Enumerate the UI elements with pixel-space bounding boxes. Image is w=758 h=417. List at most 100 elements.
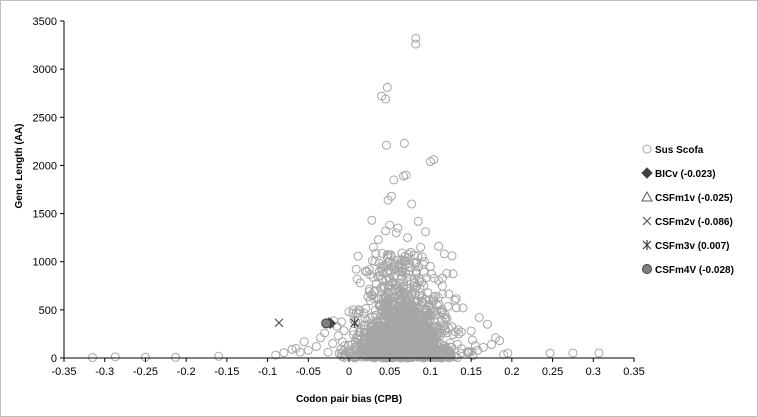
sus-point: [417, 252, 427, 262]
legend-entry-0: Sus Scofa: [655, 145, 704, 156]
sus-scofa-point: [384, 281, 394, 291]
legend-entry-1: BICv (-0.023): [655, 169, 716, 180]
sus-scofa-point: [428, 346, 438, 356]
sus-point: [425, 262, 435, 272]
sus-scofa-point: [385, 295, 395, 305]
y-tick-label: 3500: [33, 16, 57, 28]
sus-point: [381, 94, 391, 104]
sus-point: [403, 233, 413, 243]
sus-scofa-point: [364, 284, 374, 294]
sus-point: [450, 295, 460, 305]
sus-scofa-point: [417, 296, 427, 306]
sus-point: [328, 339, 338, 349]
sus-point: [401, 256, 411, 266]
sus-scofa-point: [357, 352, 367, 362]
sus-scofa-point: [333, 331, 343, 341]
y-tick-label: 500: [39, 305, 57, 317]
sus-scofa-point: [405, 346, 415, 356]
sus-scofa-point: [397, 267, 407, 277]
sus-scofa-point: [382, 340, 392, 350]
sus-scofa-point: [371, 248, 381, 258]
sus-scofa-point: [375, 351, 385, 361]
sus-scofa-point: [379, 284, 389, 294]
sus-point: [320, 328, 330, 338]
sus-scofa-point: [396, 295, 406, 305]
sus-scofa-point: [425, 347, 435, 357]
sus-point: [352, 274, 362, 284]
sus-scofa-point: [397, 255, 407, 265]
sus-scofa-point: [374, 266, 384, 276]
sus-point: [303, 345, 313, 355]
sus-scofa-point: [390, 259, 400, 269]
sus-point: [381, 226, 391, 236]
sus-scofa-point: [394, 260, 404, 270]
sus-scofa-point: [365, 312, 375, 322]
sus-scofa-point: [447, 251, 457, 261]
sus-point: [545, 348, 555, 358]
sus-scofa-point: [377, 248, 387, 258]
sus-scofa-point: [454, 329, 464, 339]
sus-point: [407, 199, 417, 209]
sus-scofa-point: [413, 251, 423, 261]
csfm4v-point: [321, 318, 332, 329]
legend-marker-1: [641, 167, 653, 179]
sus-scofa-point: [339, 326, 349, 336]
sus-scofa-point: [439, 346, 449, 356]
sus-scofa-point: [377, 332, 387, 342]
sus-scofa-point: [419, 345, 429, 355]
sus-scofa-point: [351, 317, 361, 327]
sus-scofa-point: [323, 347, 333, 357]
sus-scofa-point: [403, 249, 413, 259]
sus-point: [409, 250, 419, 260]
sus-point: [499, 350, 509, 360]
sus-point: [411, 33, 421, 43]
sus-point: [421, 227, 431, 237]
sus-scofa-point: [420, 308, 430, 318]
y-tick-label: 3000: [33, 64, 57, 76]
sus-scofa-point: [451, 294, 461, 304]
sus-point: [462, 347, 472, 357]
sus-scofa-point: [334, 348, 344, 358]
sus-scofa-point: [349, 347, 359, 357]
sus-point: [171, 352, 181, 362]
sus-scofa-point: [365, 270, 375, 280]
sus-point: [473, 345, 483, 355]
y-tick-label: 2000: [33, 160, 57, 172]
sus-point: [214, 351, 224, 361]
sus-scofa-point: [437, 281, 447, 291]
sus-scofa-point: [453, 325, 463, 335]
sus-scofa-point: [429, 292, 439, 302]
sus-scofa-point: [428, 321, 438, 331]
sus-point: [470, 340, 480, 350]
sus-scofa-point: [434, 328, 444, 338]
sus-scofa-point: [337, 317, 347, 327]
sus-scofa-point: [394, 346, 404, 356]
x-tick-labels: -0.35 -0.3 -0.25 -0.2 -0.15 -0.1 -0.05 0 0.05 0.1…: [51, 358, 645, 378]
sus-point: [478, 342, 488, 352]
sus-scofa-point: [467, 335, 477, 345]
x-tick-label: -0.3: [95, 366, 114, 378]
sus-point: [381, 140, 391, 150]
sus-scofa-point: [404, 269, 414, 279]
sus-scofa-point: [452, 339, 462, 349]
x-tick-label: 0.1: [423, 366, 438, 378]
sus-point: [336, 344, 346, 354]
sus-scofa-point: [365, 296, 375, 306]
legend-marker-0: [642, 144, 652, 154]
x-tick-label: 0.2: [504, 366, 519, 378]
sus-scofa-point: [373, 272, 383, 282]
sus-scofa-point: [423, 327, 433, 337]
x-tick-label: -0.15: [214, 366, 239, 378]
sus-point: [495, 336, 505, 346]
sus-point: [382, 82, 392, 92]
sus-point: [393, 223, 403, 233]
sus-scofa-point: [408, 340, 418, 350]
sus-scofa-point: [405, 310, 415, 320]
sus-scofa-point: [389, 272, 399, 282]
sus-scofa-point: [381, 307, 391, 317]
sus-point: [348, 305, 358, 315]
sus-scofa-point: [364, 331, 374, 341]
sus-scofa-point: [366, 290, 376, 300]
legend: Sus Scofa BICv (-0.023) CSFm1v (-0.025) CSF…: [641, 144, 734, 276]
